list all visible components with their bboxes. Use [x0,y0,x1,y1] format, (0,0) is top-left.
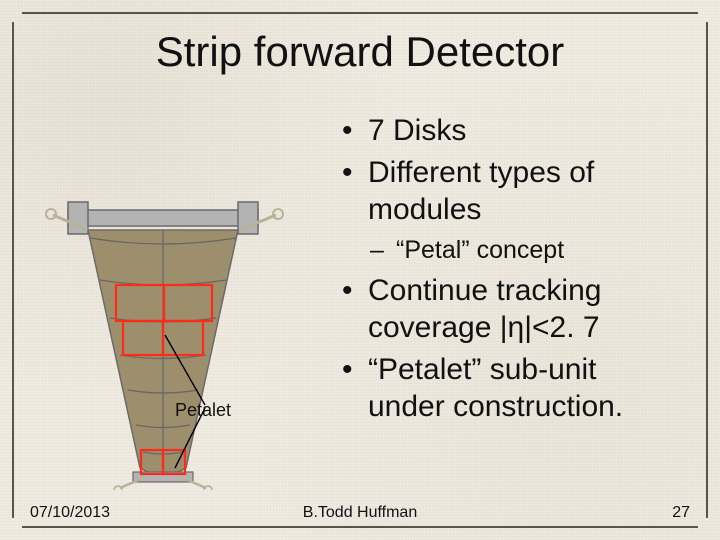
top-bracket-icon [46,202,283,234]
bullet-modules: Different types of modules [340,154,680,229]
slide: Strip forward Detector 7 Disks Different… [0,0,720,540]
footer-author: B.Todd Huffman [0,504,720,522]
border-bottom [22,526,698,528]
border-left [12,22,14,518]
bullets: 7 Disks Different types of modules “Peta… [340,112,680,430]
border-top [22,12,698,14]
petalet-label: Petalet [175,400,231,421]
bullet-coverage: Continue tracking coverage |η|<2. 7 [340,272,680,347]
border-right [706,22,708,518]
bullet-disks: 7 Disks [340,112,680,150]
bullet-petal-concept: “Petal” concept [340,235,680,266]
footer-page: 27 [672,504,690,522]
petal-svg [28,190,328,490]
bullet-petalet: “Petalet” sub-unit under construction. [340,351,680,426]
petal-figure [28,190,328,490]
page-title: Strip forward Detector [0,28,720,76]
